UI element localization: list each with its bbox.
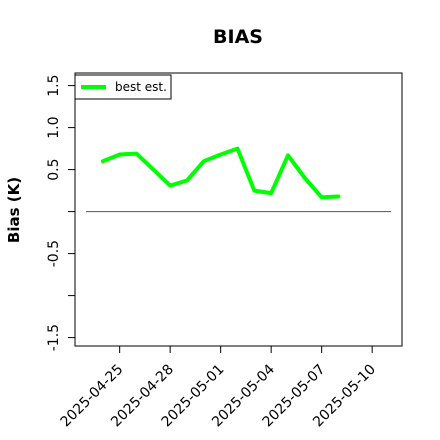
y-tick-label: -1.5 (46, 324, 62, 351)
plot-area (86, 146, 391, 213)
legend-label: best est. (115, 80, 167, 94)
chart-title: BIAS (213, 26, 263, 48)
y-tick-label: 0.5 (46, 158, 62, 180)
x-axis: 2025-04-252025-04-282025-05-012025-05-04… (58, 346, 379, 430)
y-axis: -1.5 -0.5 0.5 1.0 1.5 (46, 74, 75, 351)
plot-frame (74, 72, 403, 347)
y-tick-label: 1.0 (46, 116, 62, 138)
y-tick-label: 1.5 (46, 74, 62, 96)
series-line-best-est (100, 146, 341, 200)
y-axis-label: Bias (K) (5, 177, 23, 243)
y-tick-label: -0.5 (46, 240, 62, 267)
legend: best est. (74, 74, 172, 100)
